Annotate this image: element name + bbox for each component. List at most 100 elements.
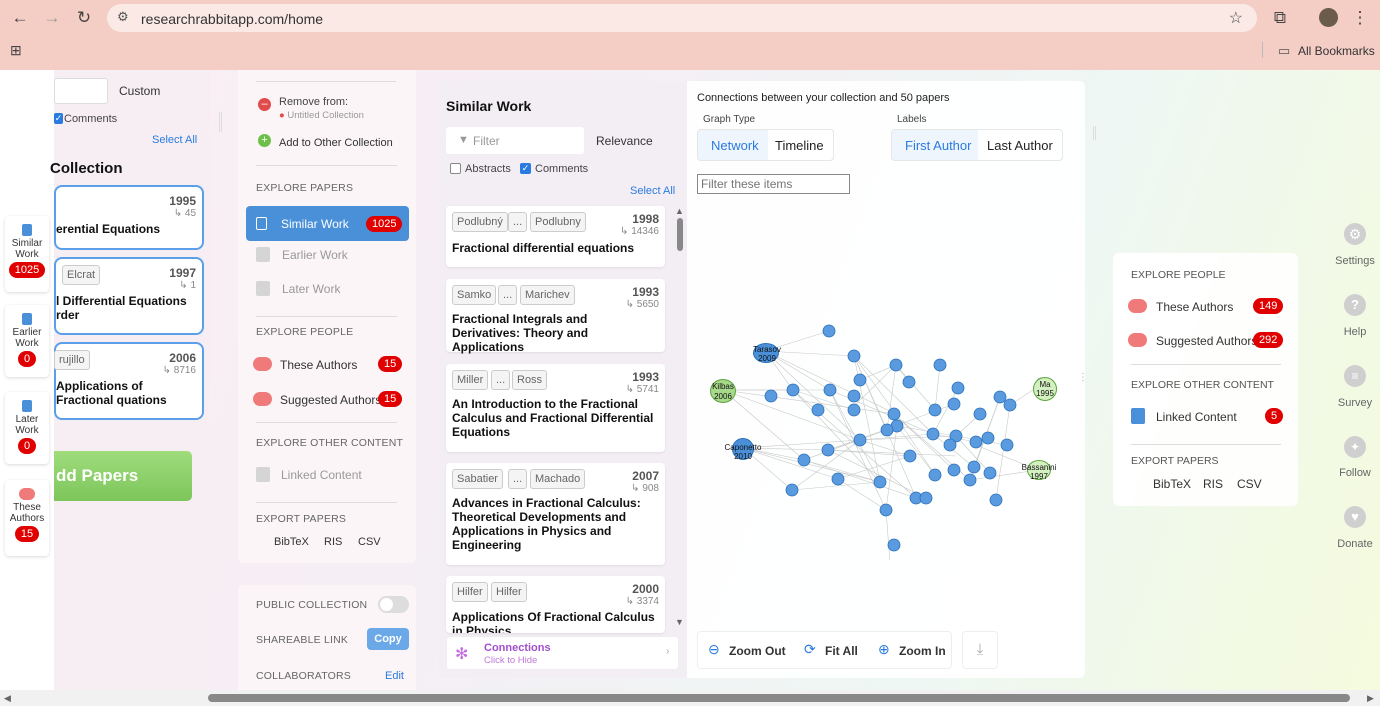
add-icon[interactable]: + [258, 134, 271, 147]
collection-search-input[interactable] [54, 78, 108, 104]
similar-paper[interactable]: Podlubný ... Podlubny 1998 ↳ 14346 Fract… [446, 206, 665, 267]
graph-node[interactable] [1003, 398, 1017, 412]
back-icon[interactable]: ← [11, 8, 29, 27]
edit-collaborators[interactable]: Edit [385, 670, 404, 682]
side-card-later[interactable]: Later Work 0 [5, 392, 49, 464]
graph-node[interactable] [847, 349, 861, 363]
right-suggested-authors[interactable]: Suggested Authors [1156, 334, 1258, 348]
help-icon[interactable]: ? [1344, 294, 1366, 316]
graph-node[interactable] [993, 390, 1007, 404]
address-bar[interactable]: ⚙ researchrabbitapp.com/home ☆ [107, 4, 1257, 32]
graph-node[interactable] [847, 403, 861, 417]
scroll-up-arrow[interactable]: ▲ [675, 206, 684, 216]
graph-node[interactable] [811, 403, 825, 417]
site-info-icon[interactable]: ⚙ [117, 9, 129, 24]
profile-avatar[interactable] [1319, 8, 1338, 27]
twitter-icon[interactable]: ✦ [1344, 436, 1366, 458]
graph-node[interactable] [753, 343, 779, 363]
remove-icon[interactable]: – [258, 98, 271, 111]
graph-node[interactable] [926, 427, 940, 441]
network-graph[interactable] [700, 270, 1070, 560]
apps-grid-icon[interactable]: ⊞ [10, 42, 22, 58]
resize-handle[interactable] [219, 112, 222, 132]
export-ris[interactable]: RIS [324, 536, 343, 548]
copy-link-button[interactable]: Copy [367, 628, 409, 650]
graph-node[interactable] [764, 389, 778, 403]
graph-node[interactable] [983, 466, 997, 480]
nav-similar-work[interactable]: Similar Work 1025 [246, 206, 409, 241]
export-csv[interactable]: CSV [1237, 477, 1262, 491]
similar-paper[interactable]: Hilfer Hilfer 2000 ↳ 3374 Applications O… [446, 576, 665, 633]
ellipsis-tag[interactable]: ... [491, 370, 511, 390]
graph-node[interactable] [981, 431, 995, 445]
ellipsis-tag[interactable]: ... [508, 469, 528, 489]
graph-node[interactable] [847, 389, 861, 403]
abstracts-checkbox[interactable] [450, 163, 461, 174]
right-these-authors[interactable]: These Authors [1156, 300, 1234, 314]
public-toggle[interactable] [378, 596, 409, 613]
settings-icon[interactable]: ⚙ [1344, 223, 1366, 245]
follow-label[interactable]: Follow [1339, 467, 1371, 479]
heart-icon[interactable]: ♥ [1344, 506, 1366, 528]
comments-checkbox[interactable]: ✓ [520, 163, 531, 174]
graph-node[interactable] [928, 468, 942, 482]
collection-paper[interactable]: 1995 ↳ 45 erential Equations [54, 185, 204, 250]
custom-sort[interactable]: Custom [119, 84, 161, 98]
graph-node[interactable] [963, 473, 977, 487]
download-icon[interactable]: ⤓ [962, 631, 998, 669]
graph-node[interactable] [785, 483, 799, 497]
last-author-tab[interactable]: Last Author [987, 138, 1053, 153]
graph-node[interactable] [933, 358, 947, 372]
graph-node[interactable] [732, 438, 754, 460]
fit-all-button[interactable]: Fit All [825, 644, 858, 658]
graph-node[interactable] [928, 403, 942, 417]
graph-node[interactable] [853, 373, 867, 387]
remove-from-label[interactable]: Remove from: [279, 96, 349, 108]
graph-node[interactable] [951, 381, 965, 395]
side-card-similar[interactable]: Similar Work 1025 [5, 216, 49, 292]
donate-label[interactable]: Donate [1337, 538, 1373, 550]
export-bibtex[interactable]: BibTeX [1153, 477, 1192, 491]
all-bookmarks[interactable]: All Bookmarks [1298, 44, 1375, 58]
comments-checkbox[interactable]: ✓ [54, 113, 63, 124]
reload-icon[interactable]: ↻ [76, 8, 92, 27]
zoom-out-button[interactable]: Zoom Out [729, 644, 786, 658]
graph-node[interactable] [889, 358, 903, 372]
similar-paper[interactable]: Miller ... Ross 1993 ↳ 5741 An Introduct… [446, 364, 665, 452]
graph-node[interactable] [919, 491, 933, 505]
nav-later-work[interactable]: Later Work [282, 282, 341, 296]
survey-icon[interactable]: ≡ [1344, 365, 1366, 387]
graph-node[interactable] [902, 375, 916, 389]
network-tab[interactable]: Network [711, 138, 759, 153]
add-to-other-collection[interactable]: Add to Other Collection [279, 137, 393, 149]
sort-select[interactable]: Relevance [596, 134, 653, 148]
connections-bar[interactable]: ✻ Connections Click to Hide › [446, 636, 679, 670]
list-scrollbar-thumb[interactable] [677, 218, 683, 251]
extensions-icon[interactable]: ⧉ [1273, 8, 1287, 27]
select-all-link[interactable]: Select All [152, 134, 198, 146]
similar-paper[interactable]: Sabatier ... Machado 2007 ↳ 908 Advances… [446, 463, 665, 565]
export-bibtex[interactable]: BibTeX [274, 536, 309, 548]
help-label[interactable]: Help [1343, 326, 1367, 338]
horizontal-scrollbar[interactable]: ◀ ▶ [0, 690, 1380, 706]
settings-label[interactable]: Settings [1335, 255, 1375, 267]
graph-node[interactable] [989, 493, 1003, 507]
scroll-left-arrow[interactable]: ◀ [4, 693, 11, 703]
graph-node[interactable] [786, 383, 800, 397]
graph-node[interactable] [943, 438, 957, 452]
graph-node[interactable] [822, 324, 836, 338]
panel-handle-icon[interactable]: ⋮ [1078, 372, 1088, 383]
graph-node[interactable] [1000, 438, 1014, 452]
nav-suggested-authors[interactable]: Suggested Authors [280, 393, 382, 407]
nav-these-authors[interactable]: These Authors [280, 358, 358, 372]
side-card-these-authors[interactable]: These Authors 15 [5, 480, 49, 556]
graph-node[interactable] [710, 379, 736, 403]
graph-node[interactable] [1027, 460, 1051, 480]
graph-node[interactable] [853, 433, 867, 447]
graph-node[interactable] [1033, 377, 1057, 401]
similar-filter-input[interactable]: ▼ Filter [446, 127, 584, 154]
graph-node[interactable] [947, 397, 961, 411]
side-card-earlier[interactable]: Earlier Work 0 [5, 305, 49, 377]
ellipsis-tag[interactable]: ... [508, 212, 528, 232]
menu-icon[interactable]: ⋮ [1351, 8, 1369, 27]
